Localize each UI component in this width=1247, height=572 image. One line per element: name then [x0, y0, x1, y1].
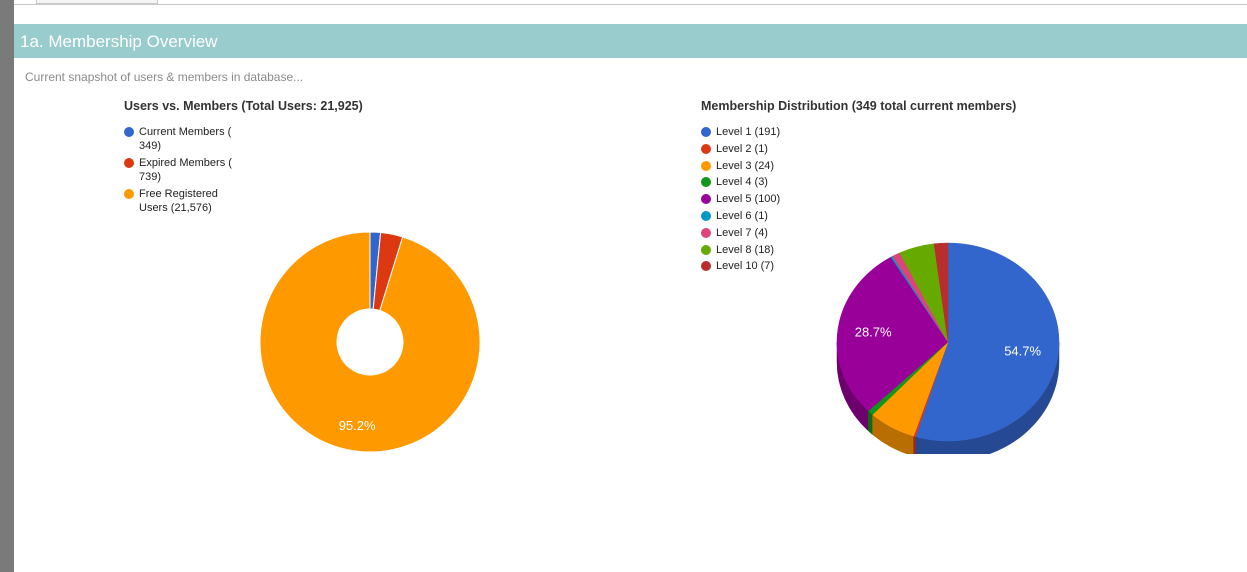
legend-swatch — [701, 160, 711, 171]
slice-label: 95.2% — [339, 418, 376, 433]
legend-swatch — [701, 143, 711, 154]
legend-swatch — [701, 210, 711, 221]
legend-swatch — [701, 227, 711, 238]
left-window-edge — [0, 0, 14, 572]
top-tab[interactable] — [36, 0, 158, 4]
legend-label: Level 2 (1) — [716, 142, 768, 155]
pie-slice[interactable] — [933, 242, 949, 343]
pie-slice[interactable] — [915, 242, 1060, 442]
legend-label: Expired Members ( 739) — [139, 157, 232, 183]
section-subtitle: Current snapshot of users & members in d… — [25, 70, 304, 84]
chart1-donut: 95.2% — [259, 231, 481, 453]
legend-label: Level 6 (1) — [716, 209, 768, 222]
legend-item[interactable]: Level 2 (1) — [701, 142, 780, 156]
legend-swatch — [124, 127, 134, 137]
legend-item[interactable]: Level 1 (191) — [701, 125, 780, 139]
chart2-3d-pie: 54.7% 28.7% — [836, 242, 1060, 454]
pie-slice-side — [913, 435, 916, 454]
section-title: 1a. Membership Overview — [20, 32, 218, 51]
legend-swatch — [701, 261, 711, 272]
legend-label: Free Registered Users (21,576) — [139, 188, 218, 214]
pie-slice-side — [868, 410, 873, 436]
legend-item[interactable]: Level 7 (4) — [701, 226, 780, 240]
legend-item[interactable]: Expired Members ( 739) — [124, 156, 239, 184]
legend-item[interactable]: Current Members ( 349) — [124, 125, 239, 153]
chart2-title: Membership Distribution (349 total curre… — [701, 99, 1017, 113]
legend-label: Level 5 (100) — [716, 193, 781, 206]
legend-label: Level 10 (7) — [716, 260, 775, 273]
legend-swatch — [701, 177, 711, 188]
top-toolbar-strip — [14, 0, 1247, 5]
legend-item[interactable]: Level 10 (7) — [701, 259, 780, 273]
donut-slice[interactable] — [259, 231, 481, 453]
legend-swatch — [124, 158, 134, 168]
legend-item[interactable]: Level 6 (1) — [701, 209, 780, 223]
legend-label: Level 8 (18) — [716, 243, 775, 256]
legend-item[interactable]: Level 5 (100) — [701, 192, 780, 206]
pie-slice[interactable] — [836, 256, 949, 412]
chart1-legend: Current Members ( 349) Expired Members ( … — [124, 125, 239, 218]
slice-label: 54.7% — [1004, 343, 1041, 358]
legend-swatch — [701, 127, 711, 137]
chart2-legend: Level 1 (191) Level 2 (1) Level 3 (24) Leve… — [701, 125, 780, 276]
legend-swatch — [124, 189, 134, 199]
slice-label: 28.7% — [855, 325, 892, 340]
legend-label: Level 3 (24) — [716, 159, 775, 172]
chart1-title: Users vs. Members (Total Users: 21,925) — [124, 99, 363, 113]
legend-item[interactable]: Level 4 (3) — [701, 175, 780, 189]
legend-label: Level 7 (4) — [716, 226, 768, 239]
legend-item[interactable]: Free Registered Users (21,576) — [124, 187, 239, 215]
legend-item[interactable]: Level 8 (18) — [701, 243, 780, 257]
legend-swatch — [701, 244, 711, 255]
legend-item[interactable]: Level 3 (24) — [701, 159, 780, 173]
legend-swatch — [701, 194, 711, 205]
section-header: 1a. Membership Overview — [14, 24, 1247, 58]
legend-label: Current Members ( 349) — [139, 126, 232, 152]
legend-label: Level 4 (3) — [716, 176, 768, 189]
legend-label: Level 1 (191) — [716, 126, 781, 138]
